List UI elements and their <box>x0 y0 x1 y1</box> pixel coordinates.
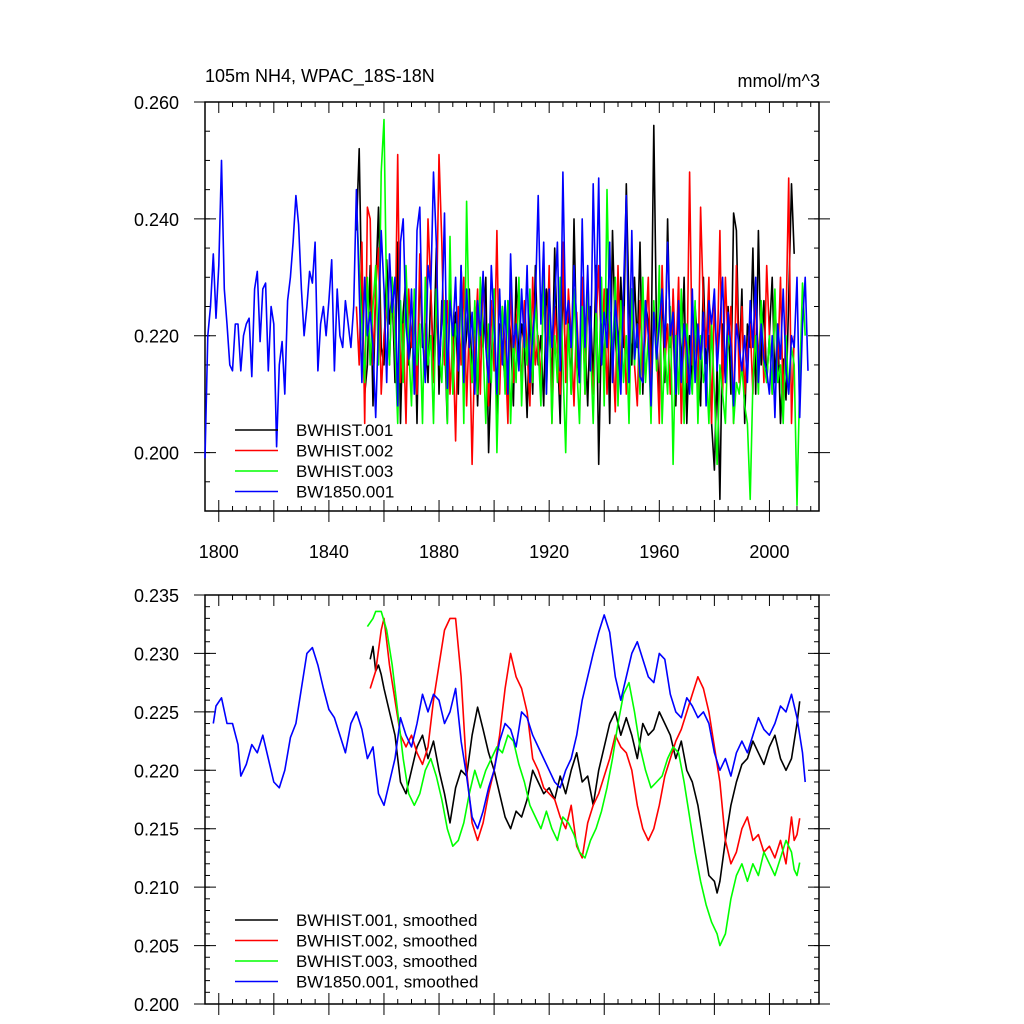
y-tick-label: 0.215 <box>134 820 179 840</box>
y-tick-label: 0.220 <box>134 327 179 347</box>
bottom-plot-frame <box>204 594 820 1005</box>
bottom-panel-series <box>212 610 806 947</box>
y-tick-label: 0.220 <box>134 761 179 781</box>
y-tick-label: 0.210 <box>134 878 179 898</box>
y-tick-label: 0.205 <box>134 937 179 957</box>
series-line-bwhist-002-smoothed <box>369 617 801 865</box>
bottom-panel: 0.235 0.230 0.225 0.220 0.215 0.210 0.205 0.200… <box>134 586 830 1015</box>
top-panel-series <box>204 118 809 506</box>
legend-label: BW1850.001 <box>296 483 394 502</box>
bottom-panel-legend: BWHIST.001, smoothed BWHIST.002, smoothed… <box>235 911 478 992</box>
y-tick-label: 0.260 <box>134 93 179 113</box>
x-tick-label: 1960 <box>639 542 679 562</box>
top-panel-title: 105m NH4, WPAC_18S-18N <box>205 66 435 87</box>
y-tick-label: 0.225 <box>134 703 179 723</box>
x-tick-label: 1840 <box>309 542 349 562</box>
y-tick-label: 0.230 <box>134 644 179 664</box>
legend-label: BWHIST.003 <box>296 462 393 481</box>
series-line-bw1850-001-smoothed <box>212 614 806 830</box>
legend-label: BW1850.001, smoothed <box>296 973 478 992</box>
x-tick-label: 1800 <box>199 542 239 562</box>
legend-label: BWHIST.002 <box>296 442 393 461</box>
top-panel: 105m NH4, WPAC_18S-18N mmol/m^3 1800 1840… <box>134 66 830 562</box>
legend-label: BWHIST.002, smoothed <box>296 932 477 951</box>
x-tick-label: 1880 <box>419 542 459 562</box>
bottom-panel-ticks: 0.235 0.230 0.225 0.220 0.215 0.210 0.205 0.200 <box>134 586 830 1015</box>
y-tick-label: 0.200 <box>134 444 179 464</box>
x-tick-label: 1920 <box>529 542 569 562</box>
series-line-bwhist-003-smoothed <box>366 610 801 947</box>
y-tick-label: 0.200 <box>134 995 179 1015</box>
top-panel-ticks: 1800 1840 1880 1920 1960 2000 0.260 0.240 0.220 0… <box>134 93 830 562</box>
legend-label: BWHIST.003, smoothed <box>296 952 477 971</box>
x-tick-label: 2000 <box>749 542 789 562</box>
legend-label: BWHIST.001, smoothed <box>296 911 477 930</box>
legend-label: BWHIST.001 <box>296 421 393 440</box>
top-panel-units: mmol/m^3 <box>738 71 820 91</box>
series-line-bwhist-001-smoothed <box>369 645 801 894</box>
y-tick-label: 0.235 <box>134 586 179 606</box>
y-tick-label: 0.240 <box>134 210 179 230</box>
series-line-bw1850-001 <box>204 159 809 459</box>
